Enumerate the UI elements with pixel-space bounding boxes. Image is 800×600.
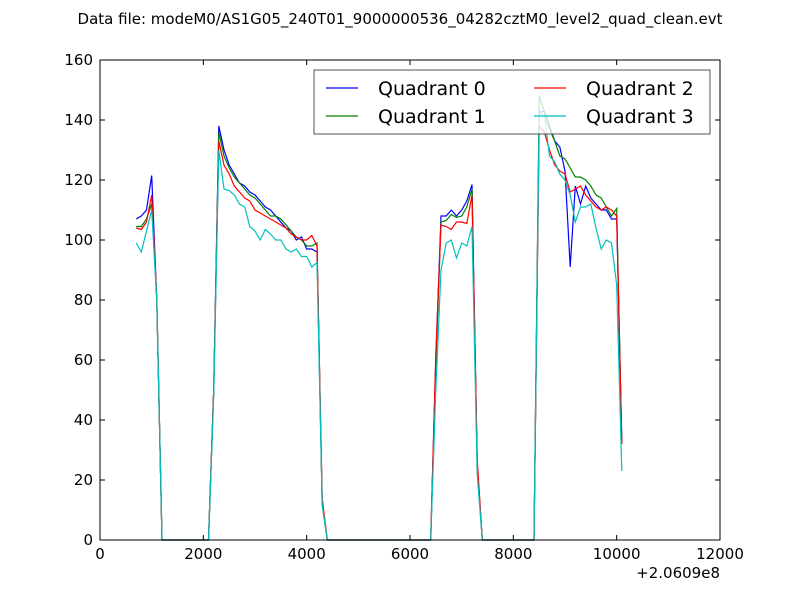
series-line-quadrant-1 <box>136 95 623 541</box>
series-line-quadrant-0 <box>135 110 623 541</box>
x-tick-label: 12000 <box>696 545 744 563</box>
y-tick-label: 120 <box>64 171 93 189</box>
y-tick-label: 140 <box>64 111 93 129</box>
y-tick-label: 60 <box>74 351 93 369</box>
series-lines <box>135 95 623 541</box>
legend: Quadrant 0 Quadrant 1 Quadrant 2 Quadrant 3 <box>313 69 711 135</box>
y-tick-label: 20 <box>74 471 93 489</box>
y-axis: 0 20 40 60 80 100 120 140 160 <box>64 51 720 549</box>
y-tick-label: 0 <box>83 531 93 549</box>
x-tick-label: 2000 <box>184 545 222 563</box>
y-tick-label: 80 <box>74 291 93 309</box>
legend-box <box>313 69 711 135</box>
series-line-quadrant-3 <box>135 113 623 541</box>
x-tick-label: 8000 <box>494 545 532 563</box>
x-tick-label: 4000 <box>288 545 326 563</box>
legend-label: Quadrant 1 <box>378 106 486 128</box>
x-tick-label: 10000 <box>593 545 641 563</box>
x-tick-label: 0 <box>95 545 105 563</box>
chart-title: Data file: modeM0/AS1G05_240T01_90000005… <box>78 10 723 29</box>
legend-label: Quadrant 0 <box>378 78 486 100</box>
x-offset-label: +2.0609e8 <box>636 564 720 582</box>
y-tick-label: 160 <box>64 51 93 69</box>
x-tick-label: 6000 <box>391 545 429 563</box>
y-tick-label: 40 <box>74 411 93 429</box>
series-line-quadrant-2 <box>136 124 623 541</box>
legend-label: Quadrant 3 <box>586 106 694 128</box>
y-tick-label: 100 <box>64 231 93 249</box>
x-axis: 0 2000 4000 6000 8000 10000 12000 <box>95 60 744 563</box>
legend-label: Quadrant 2 <box>586 78 694 100</box>
